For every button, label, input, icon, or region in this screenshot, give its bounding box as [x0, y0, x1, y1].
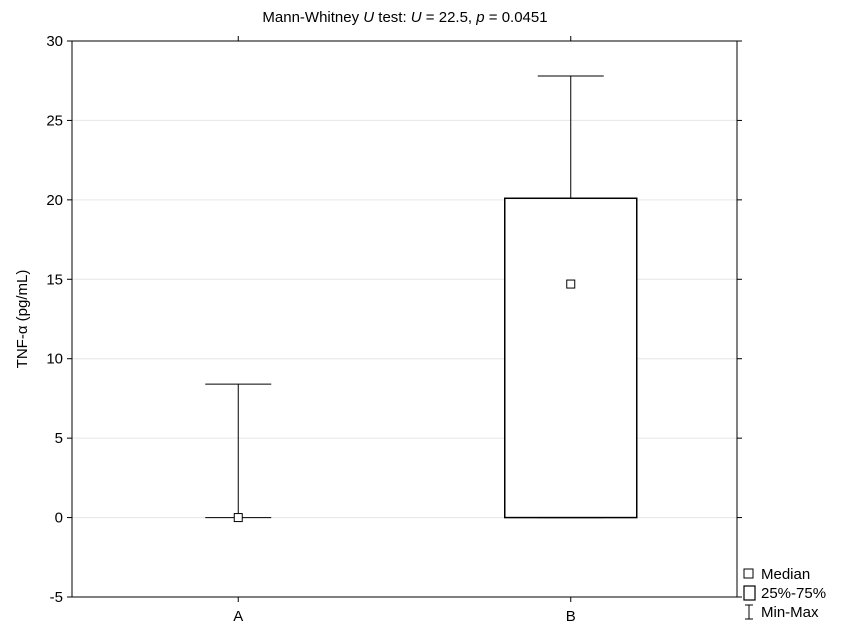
y-tick-label: 0	[55, 510, 63, 527]
median-marker	[566, 279, 576, 289]
legend-item: Median	[743, 566, 810, 583]
median-marker	[233, 513, 243, 523]
chart-title: Mann-Whitney U test: U = 22.5, p = 0.045…	[262, 9, 547, 26]
box-groups	[205, 75, 638, 523]
box-iqr	[504, 197, 638, 519]
legend-label: Min-Max	[761, 604, 819, 621]
x-tick-label: B	[566, 608, 576, 625]
y-tick-label: -5	[50, 589, 63, 606]
legend-item: Min-Max	[745, 604, 819, 621]
y-tick-label: 15	[46, 271, 63, 288]
y-axis-ticks: -5 0 5 10 15 20 25 30	[46, 33, 742, 606]
y-axis-title: TNF-α (pg/mL)	[14, 270, 31, 369]
legend-label: 25%-75%	[761, 585, 826, 602]
legend-median-symbol	[743, 568, 754, 579]
box-group	[205, 383, 272, 523]
x-tick-label: A	[233, 608, 243, 625]
legend: Median 25%-75% Min-Max	[743, 566, 826, 621]
y-tick-label: 30	[46, 33, 63, 50]
y-tick-label: 5	[55, 430, 63, 447]
y-tick-label: 25	[46, 112, 63, 129]
box-group	[504, 75, 638, 519]
legend-item: 25%-75%	[743, 585, 826, 602]
legend-box-symbol	[743, 585, 756, 601]
y-tick-label: 10	[46, 351, 63, 368]
legend-label: Median	[761, 566, 810, 583]
y-tick-label: 20	[46, 192, 63, 209]
plot-frame	[71, 40, 738, 598]
